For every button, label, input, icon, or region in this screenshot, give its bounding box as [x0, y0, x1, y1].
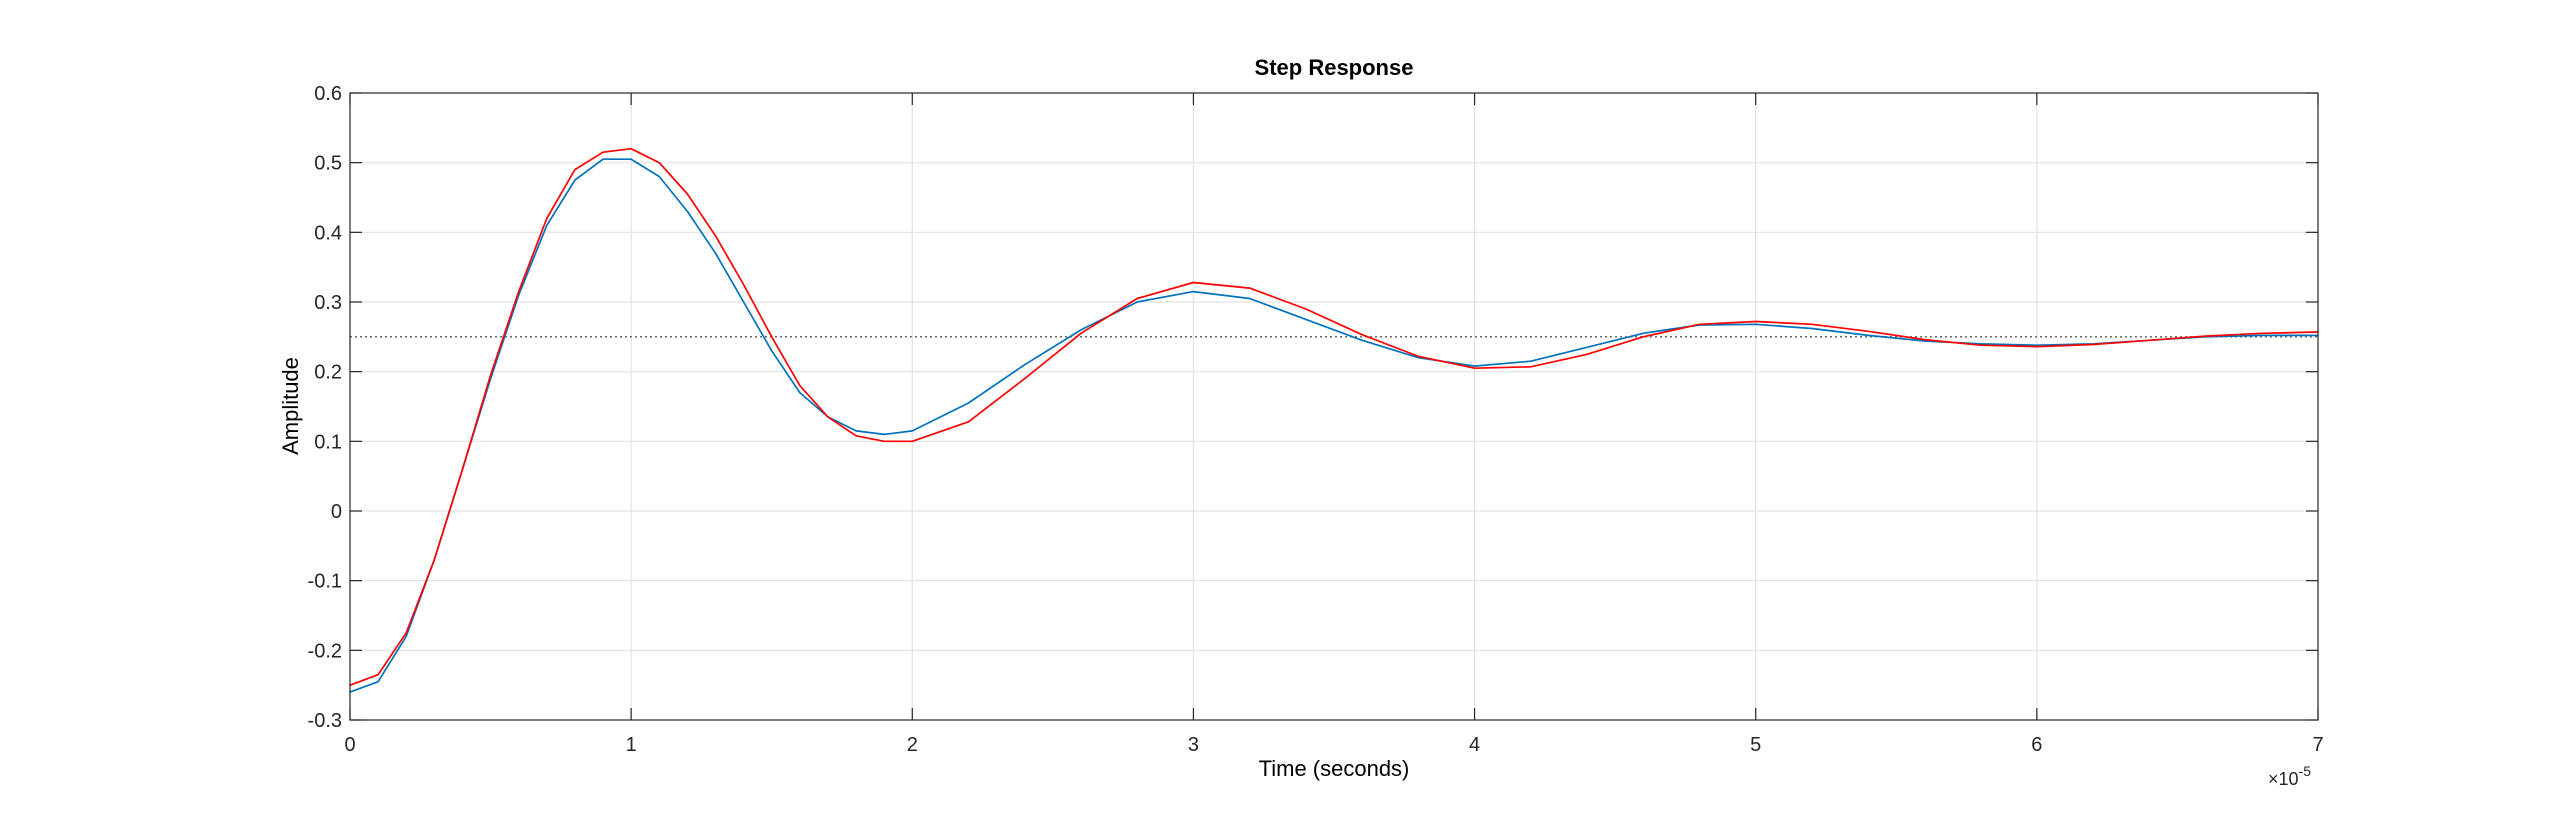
y-tick-label: 0.1	[314, 431, 342, 453]
plot-area	[350, 93, 2318, 720]
tick-marks	[349, 92, 2319, 721]
x-axis-label: Time (seconds)	[1259, 756, 1410, 781]
x-exponent-label: ×10-5	[2268, 763, 2311, 789]
x-tick-label: 3	[1188, 734, 1199, 756]
series-line-2	[349, 147, 2319, 687]
series-line-1	[349, 158, 2319, 693]
y-tick-label: 0.6	[314, 83, 342, 105]
axes-box	[349, 92, 2319, 721]
y-tick-label: 0.2	[314, 362, 342, 384]
x-tick-label: 5	[1750, 734, 1761, 756]
y-tick-label: 0	[331, 501, 342, 523]
y-tick-label: 0.3	[314, 292, 342, 314]
x-tick-label: 0	[344, 734, 355, 756]
x-tick-label: 4	[1469, 734, 1480, 756]
y-tick-label: -0.3	[308, 710, 342, 732]
x-exponent-power: -5	[2299, 763, 2312, 779]
series-lines	[349, 147, 2319, 693]
y-axis-label: Amplitude	[278, 357, 303, 455]
y-tick-label: -0.2	[308, 640, 342, 662]
y-tick-label: -0.1	[308, 571, 342, 593]
grid-lines	[350, 93, 2318, 720]
chart-title: Step Response	[1255, 55, 1414, 80]
y-tick-label: 0.5	[314, 153, 342, 175]
x-tick-label: 2	[907, 734, 918, 756]
x-exponent-base: ×10	[2268, 769, 2299, 789]
x-tick-label: 7	[2312, 734, 2323, 756]
y-tick-label: 0.4	[314, 222, 342, 244]
x-tick-labels: 0 1 2 3 4 5 6 7	[344, 734, 2323, 756]
y-tick-labels: 0.6 0.5 0.4 0.3 0.2 0.1 0 -0.1 -0.2 -0.3	[308, 83, 342, 732]
x-tick-label: 6	[2031, 734, 2042, 756]
x-tick-label: 1	[626, 734, 637, 756]
